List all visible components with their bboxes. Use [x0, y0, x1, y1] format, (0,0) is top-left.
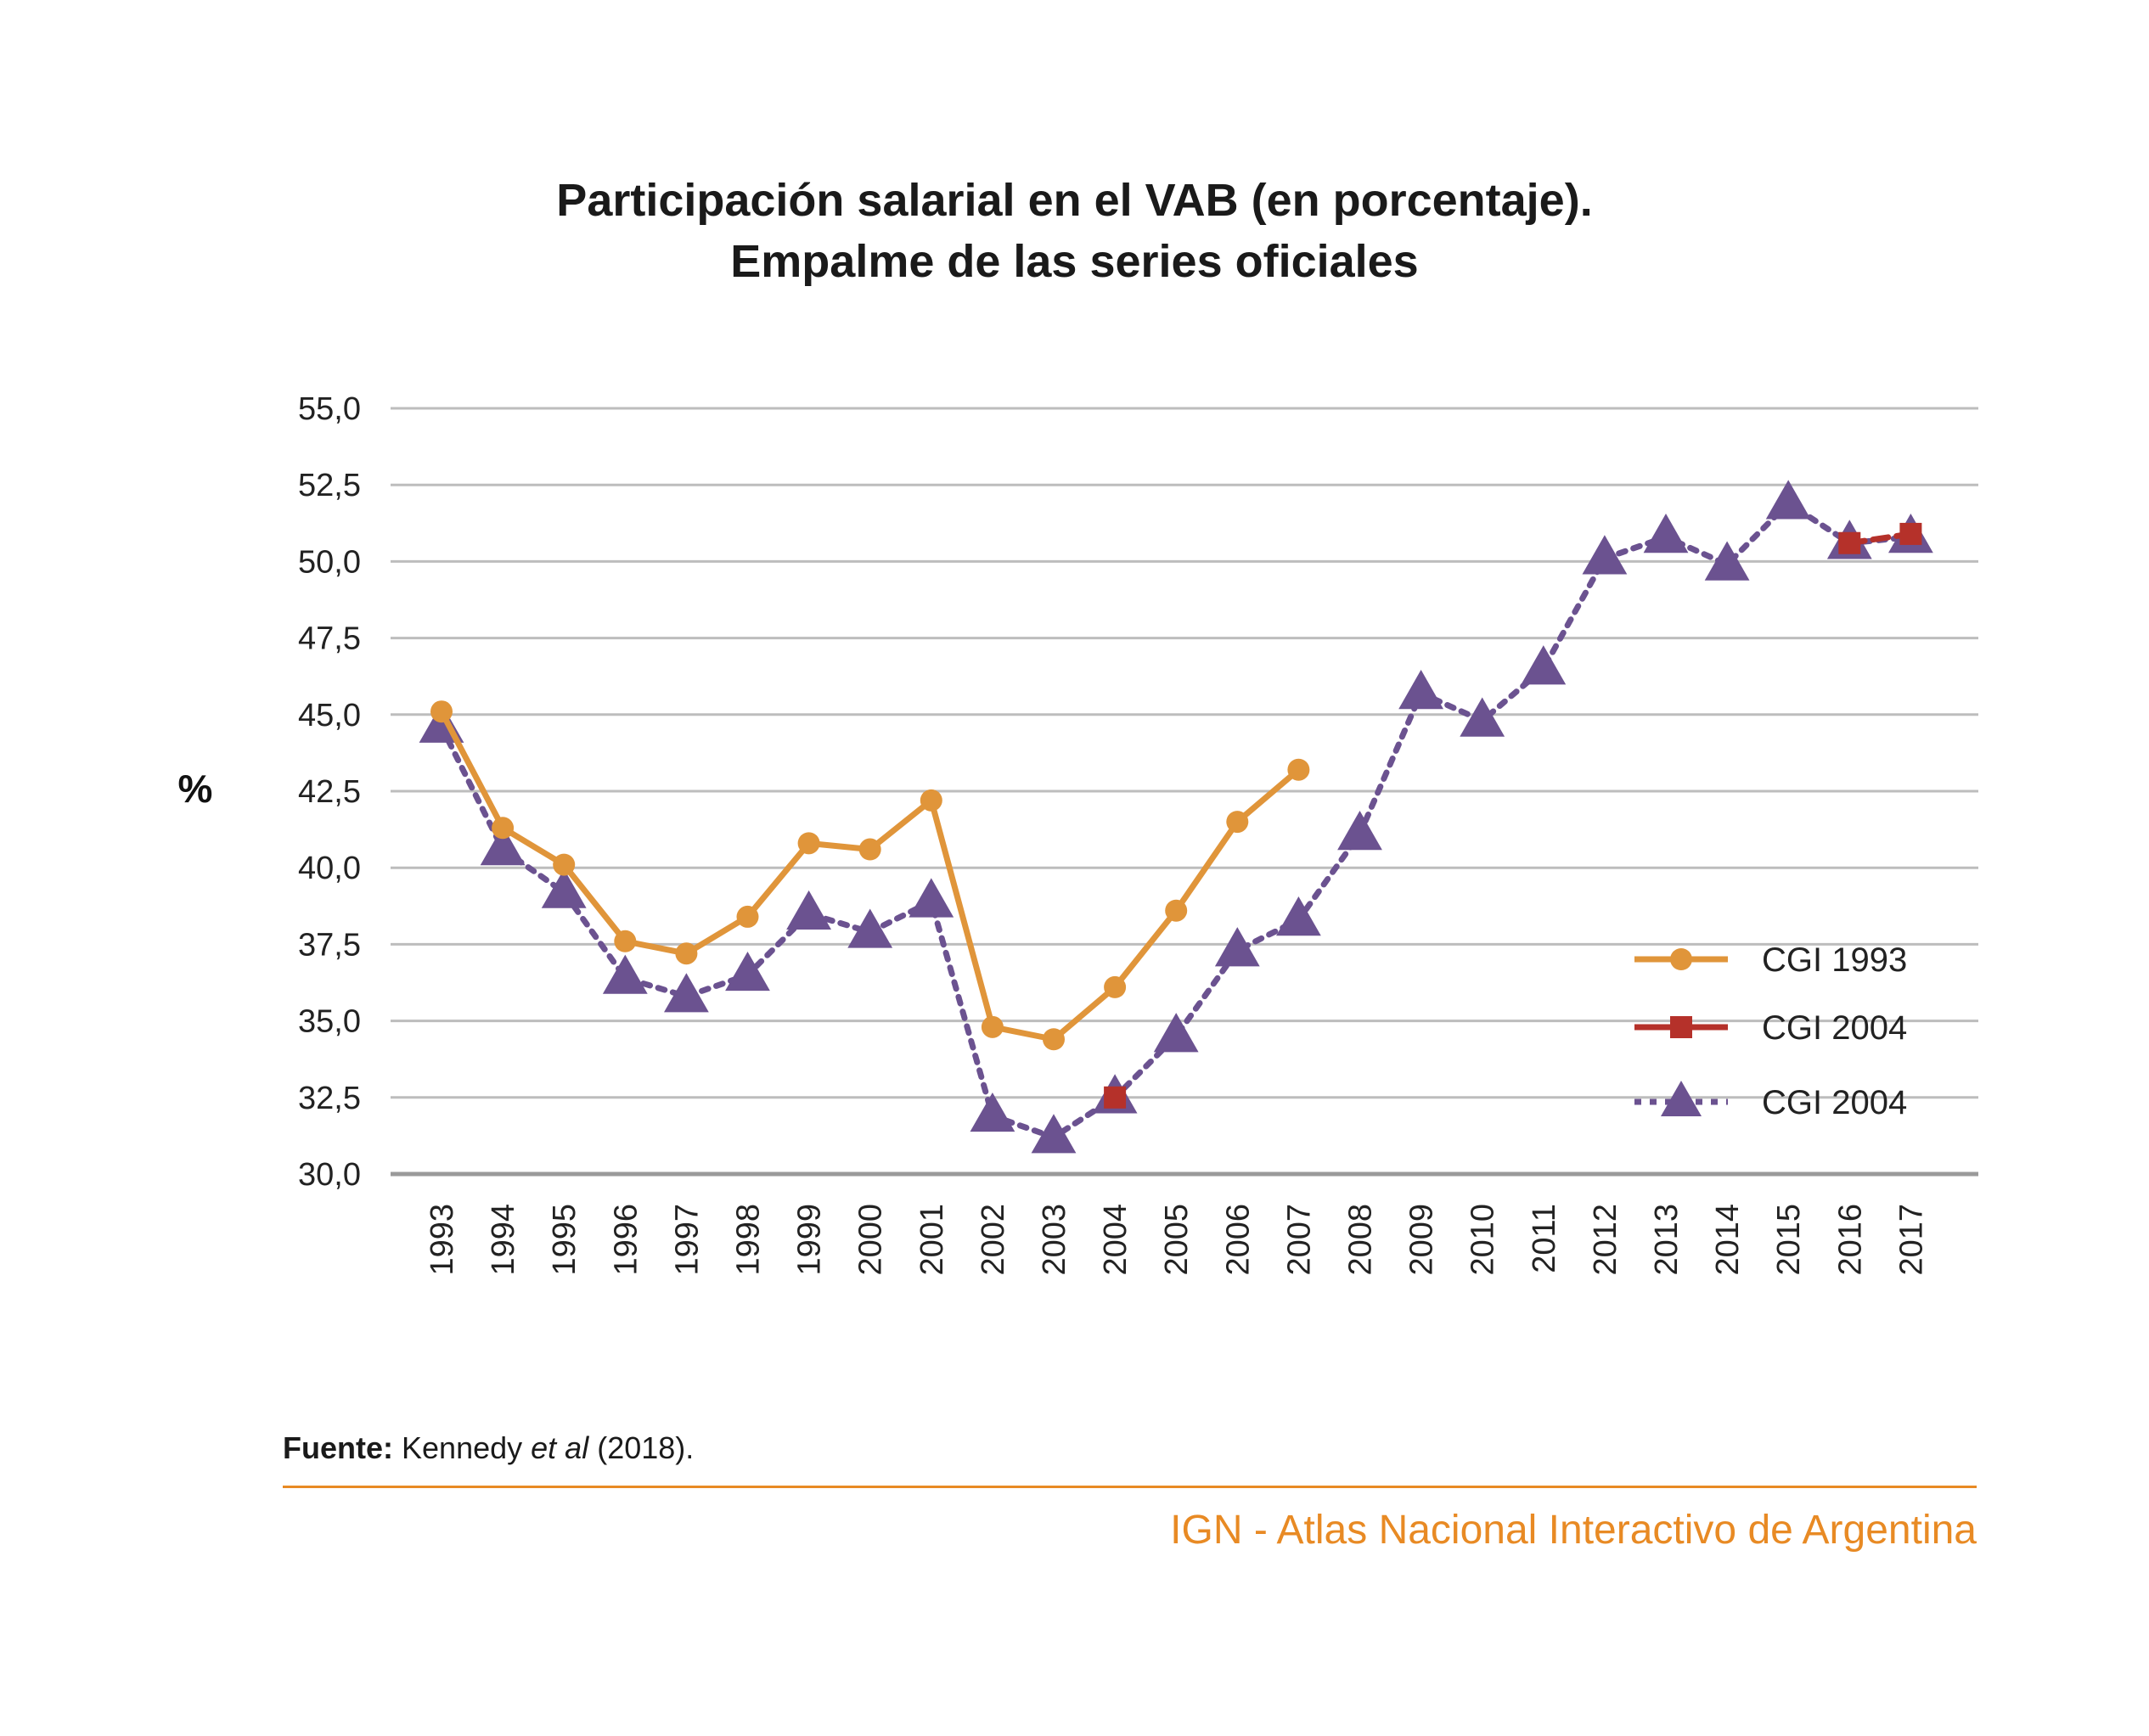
- data-point: [553, 853, 576, 876]
- y-tick-label: 37,5: [298, 927, 361, 963]
- x-tick-label: 2012: [1588, 1204, 1623, 1276]
- data-point: [981, 1015, 1004, 1038]
- data-point: [675, 942, 698, 965]
- y-tick-label: 42,5: [298, 774, 361, 810]
- x-tick-label: 1997: [669, 1204, 705, 1276]
- x-tick-label: 2017: [1893, 1204, 1929, 1276]
- data-point: [1214, 927, 1260, 967]
- line-chart: 30,0 32,5 35,0 37,5 40,0 42,5 45,0 47,5 50,0 52,5…: [178, 391, 1978, 1276]
- data-point: [1226, 811, 1249, 834]
- data-point: [1670, 948, 1692, 970]
- data-point: [1287, 758, 1310, 781]
- source-etal: et al: [531, 1430, 589, 1465]
- data-point: [1104, 1086, 1127, 1109]
- data-point: [1153, 1013, 1199, 1053]
- y-tick-label: 45,0: [298, 698, 361, 733]
- x-tick-label: 2014: [1710, 1204, 1746, 1276]
- source-label: Fuente:: [283, 1430, 393, 1465]
- data-point: [1165, 899, 1188, 922]
- data-point: [1765, 480, 1811, 520]
- chart-title: Participación salarial en el VAB (en por…: [556, 175, 1593, 226]
- data-point: [847, 908, 893, 948]
- x-tick-label: 2009: [1404, 1204, 1440, 1276]
- data-point: [1643, 514, 1689, 553]
- data-point: [1398, 670, 1443, 710]
- y-tick-label: 32,5: [298, 1081, 361, 1116]
- x-tick-label: 2000: [853, 1204, 889, 1276]
- y-tick-label: 47,5: [298, 621, 361, 657]
- y-tick-label: 35,0: [298, 1004, 361, 1040]
- x-tick-label: 2002: [976, 1204, 1011, 1276]
- x-tick-label: 2007: [1281, 1204, 1317, 1276]
- legend-label: CGI 2004: [1762, 1009, 1907, 1047]
- x-tick-label: 1998: [731, 1204, 767, 1276]
- x-tick-label: 2010: [1465, 1204, 1501, 1276]
- data-point: [786, 890, 831, 930]
- data-point: [614, 930, 637, 952]
- data-point: [909, 878, 954, 918]
- data-point: [736, 905, 759, 928]
- source-author: Kennedy: [402, 1430, 523, 1465]
- data-point: [920, 789, 942, 812]
- x-tick-label: 1994: [486, 1204, 521, 1276]
- legend-label: CGI 1993: [1762, 941, 1907, 979]
- x-tick-label: 2008: [1343, 1204, 1379, 1276]
- data-point: [1460, 697, 1505, 737]
- x-tick-label: 2015: [1771, 1204, 1807, 1276]
- source-year: (2018).: [597, 1430, 695, 1465]
- y-tick-label: 30,0: [298, 1157, 361, 1193]
- data-point: [1661, 1081, 1702, 1116]
- x-tick-label: 2004: [1098, 1204, 1134, 1276]
- x-tick-label: 1995: [547, 1204, 582, 1276]
- chart-subtitle: Empalme de las series oficiales: [730, 236, 1419, 287]
- x-tick-label: 2001: [914, 1204, 950, 1276]
- x-tick-label: 2005: [1159, 1204, 1195, 1276]
- data-point: [1704, 541, 1750, 581]
- data-point: [1670, 1016, 1692, 1038]
- data-point: [797, 832, 820, 855]
- x-tick-label: 1993: [425, 1204, 460, 1276]
- y-tick-label: 55,0: [298, 391, 361, 427]
- data-point: [725, 951, 770, 992]
- x-tick-label: 1999: [792, 1204, 828, 1276]
- footer-credit: IGN - Atlas Nacional Interactivo de Arge…: [1170, 1508, 1977, 1553]
- x-tick-label: 2003: [1037, 1204, 1072, 1276]
- data-point: [541, 868, 587, 908]
- data-point: [1838, 531, 1861, 554]
- data-point: [1276, 896, 1321, 936]
- x-tick-label: 1996: [608, 1204, 644, 1276]
- x-tick-label: 2016: [1832, 1204, 1868, 1276]
- legend-label: CGI 2004: [1762, 1084, 1907, 1121]
- x-tick-label: 2006: [1220, 1204, 1256, 1276]
- data-point: [970, 1092, 1015, 1132]
- data-point: [430, 700, 453, 723]
- y-tick-label: 40,0: [298, 851, 361, 886]
- y-axis-label: %: [178, 767, 213, 811]
- data-point: [1521, 645, 1567, 685]
- data-point: [1043, 1028, 1065, 1051]
- footer-divider: [283, 1486, 1977, 1488]
- data-point: [492, 817, 515, 840]
- data-point: [1582, 535, 1628, 575]
- data-point: [1104, 975, 1127, 998]
- data-point: [1031, 1114, 1077, 1154]
- data-point: [664, 973, 709, 1013]
- x-tick-label: 2013: [1649, 1204, 1685, 1276]
- data-point: [480, 826, 526, 866]
- source-note: Fuente: Kennedy et al (2018).: [283, 1430, 694, 1466]
- y-tick-label: 52,5: [298, 468, 361, 503]
- data-point: [858, 838, 881, 861]
- data-point: [602, 954, 648, 994]
- x-tick-label: 2011: [1527, 1204, 1562, 1273]
- y-tick-label: 50,0: [298, 544, 361, 580]
- data-point: [1899, 522, 1922, 545]
- data-point: [1337, 811, 1382, 851]
- series-line: [438, 708, 1302, 1042]
